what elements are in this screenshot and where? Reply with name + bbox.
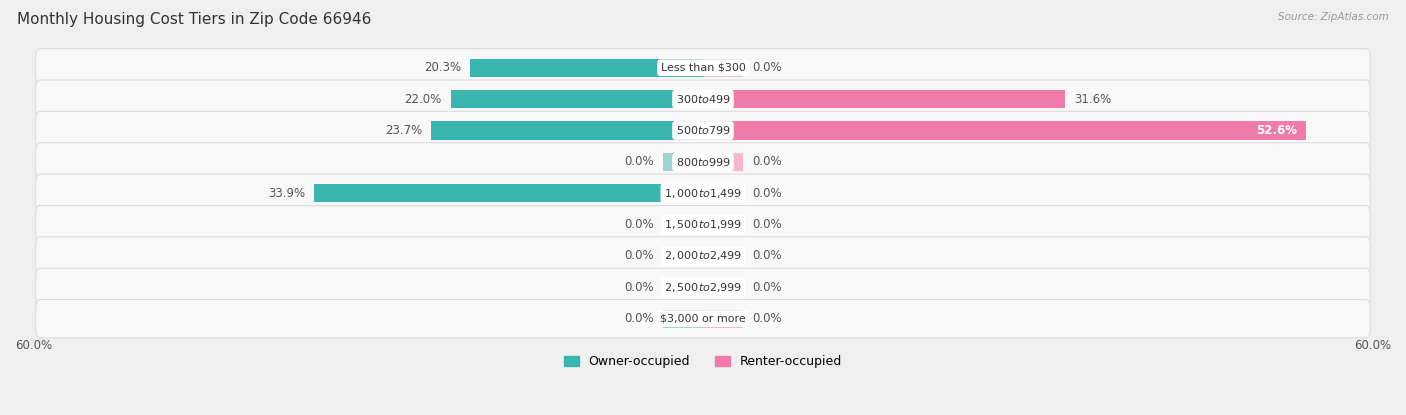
FancyBboxPatch shape bbox=[35, 174, 1371, 212]
FancyBboxPatch shape bbox=[35, 237, 1371, 275]
Text: Monthly Housing Cost Tiers in Zip Code 66946: Monthly Housing Cost Tiers in Zip Code 6… bbox=[17, 12, 371, 27]
Bar bbox=[662, 153, 703, 171]
Text: 0.0%: 0.0% bbox=[752, 281, 782, 294]
Text: $2,500 to $2,999: $2,500 to $2,999 bbox=[664, 281, 742, 294]
Bar bbox=[662, 310, 703, 328]
Text: $1,500 to $1,999: $1,500 to $1,999 bbox=[664, 218, 742, 231]
Text: 0.0%: 0.0% bbox=[752, 218, 782, 231]
Text: 0.0%: 0.0% bbox=[624, 249, 654, 262]
Text: 0.0%: 0.0% bbox=[624, 281, 654, 294]
Text: 60.0%: 60.0% bbox=[15, 339, 52, 352]
Bar bbox=[703, 153, 744, 171]
Bar bbox=[315, 184, 703, 203]
Text: $1,000 to $1,499: $1,000 to $1,499 bbox=[664, 187, 742, 200]
FancyBboxPatch shape bbox=[35, 49, 1371, 87]
Text: 0.0%: 0.0% bbox=[752, 249, 782, 262]
Bar bbox=[703, 278, 744, 296]
Bar bbox=[662, 278, 703, 296]
FancyBboxPatch shape bbox=[35, 143, 1371, 181]
Text: 33.9%: 33.9% bbox=[269, 187, 305, 200]
Bar bbox=[662, 215, 703, 234]
Text: 0.0%: 0.0% bbox=[752, 155, 782, 168]
Bar bbox=[703, 310, 744, 328]
Text: 23.7%: 23.7% bbox=[385, 124, 422, 137]
Text: 20.3%: 20.3% bbox=[425, 61, 461, 74]
Text: 0.0%: 0.0% bbox=[752, 187, 782, 200]
Bar bbox=[703, 90, 1066, 108]
Bar bbox=[432, 122, 703, 139]
Bar bbox=[470, 59, 703, 77]
Text: 0.0%: 0.0% bbox=[624, 218, 654, 231]
FancyBboxPatch shape bbox=[35, 80, 1371, 118]
Text: 0.0%: 0.0% bbox=[624, 312, 654, 325]
Text: 60.0%: 60.0% bbox=[1354, 339, 1391, 352]
Text: $800 to $999: $800 to $999 bbox=[675, 156, 731, 168]
Bar bbox=[703, 184, 744, 203]
Text: 0.0%: 0.0% bbox=[752, 61, 782, 74]
Bar bbox=[451, 90, 703, 108]
FancyBboxPatch shape bbox=[35, 111, 1371, 149]
Text: 52.6%: 52.6% bbox=[1256, 124, 1296, 137]
Bar bbox=[703, 215, 744, 234]
FancyBboxPatch shape bbox=[35, 205, 1371, 244]
Text: 22.0%: 22.0% bbox=[405, 93, 441, 106]
Text: $3,000 or more: $3,000 or more bbox=[661, 314, 745, 324]
FancyBboxPatch shape bbox=[35, 268, 1371, 306]
Text: $2,000 to $2,499: $2,000 to $2,499 bbox=[664, 249, 742, 262]
Text: $300 to $499: $300 to $499 bbox=[675, 93, 731, 105]
Text: Less than $300: Less than $300 bbox=[661, 63, 745, 73]
Bar bbox=[703, 247, 744, 265]
Text: $500 to $799: $500 to $799 bbox=[675, 124, 731, 137]
Bar bbox=[703, 122, 1306, 139]
Text: 0.0%: 0.0% bbox=[624, 155, 654, 168]
Legend: Owner-occupied, Renter-occupied: Owner-occupied, Renter-occupied bbox=[558, 350, 848, 373]
FancyBboxPatch shape bbox=[35, 300, 1371, 338]
Text: 31.6%: 31.6% bbox=[1074, 93, 1112, 106]
Bar bbox=[662, 247, 703, 265]
Bar bbox=[703, 59, 744, 77]
Text: 0.0%: 0.0% bbox=[752, 312, 782, 325]
Text: Source: ZipAtlas.com: Source: ZipAtlas.com bbox=[1278, 12, 1389, 22]
